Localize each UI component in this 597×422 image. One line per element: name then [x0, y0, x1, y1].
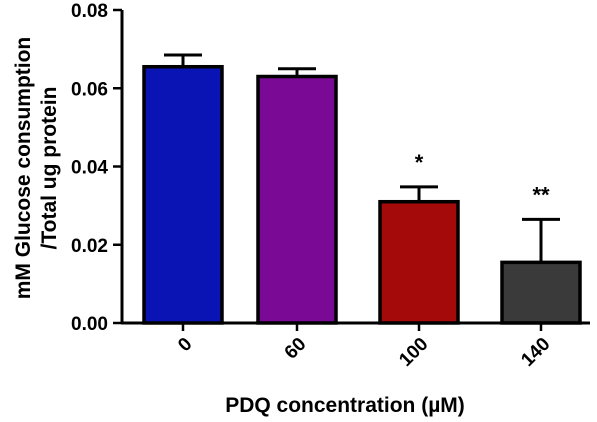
bar-0	[142, 64, 224, 325]
y-tick-label: 0.08	[71, 1, 108, 22]
bar-140	[500, 260, 582, 325]
x-tick-label-0: 0	[174, 334, 196, 356]
bar-100	[378, 199, 460, 325]
x-axis-title: PDQ concentration (µM)	[225, 394, 465, 417]
y-tick-label: 0.06	[71, 79, 108, 100]
y-tick-label: 0.04	[71, 158, 108, 179]
x-ticks-group: 0 60 100 140	[174, 323, 555, 371]
x-tick-label-60: 60	[281, 334, 311, 364]
bar-60	[256, 74, 338, 325]
x-tick-label-140: 140	[517, 334, 554, 371]
y-axis-title-line2: /Total ug protein	[38, 87, 61, 250]
error-bars-group	[164, 53, 560, 263]
y-ticks-group: 0.00 0.02 0.04 0.06 0.08	[71, 1, 122, 335]
y-tick-label: 0.02	[71, 236, 108, 257]
bars-group	[142, 64, 582, 325]
significance-label-140: **	[532, 182, 550, 207]
annotations-group: ***	[415, 150, 550, 207]
y-tick-label: 0.00	[71, 314, 108, 335]
x-tick-label-100: 100	[395, 334, 432, 371]
significance-label-100: *	[415, 150, 424, 175]
y-axis-title-line1: mM Glucose consumption	[12, 37, 35, 300]
